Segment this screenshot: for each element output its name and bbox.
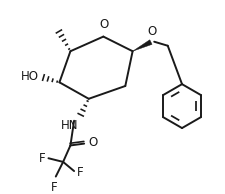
Text: HN: HN bbox=[61, 119, 79, 132]
Text: HO: HO bbox=[20, 70, 38, 83]
Text: O: O bbox=[100, 18, 109, 31]
Text: F: F bbox=[39, 152, 46, 165]
Text: O: O bbox=[148, 25, 157, 38]
Text: F: F bbox=[51, 181, 57, 194]
Text: F: F bbox=[77, 166, 83, 179]
Text: O: O bbox=[89, 136, 98, 149]
Polygon shape bbox=[133, 40, 152, 51]
